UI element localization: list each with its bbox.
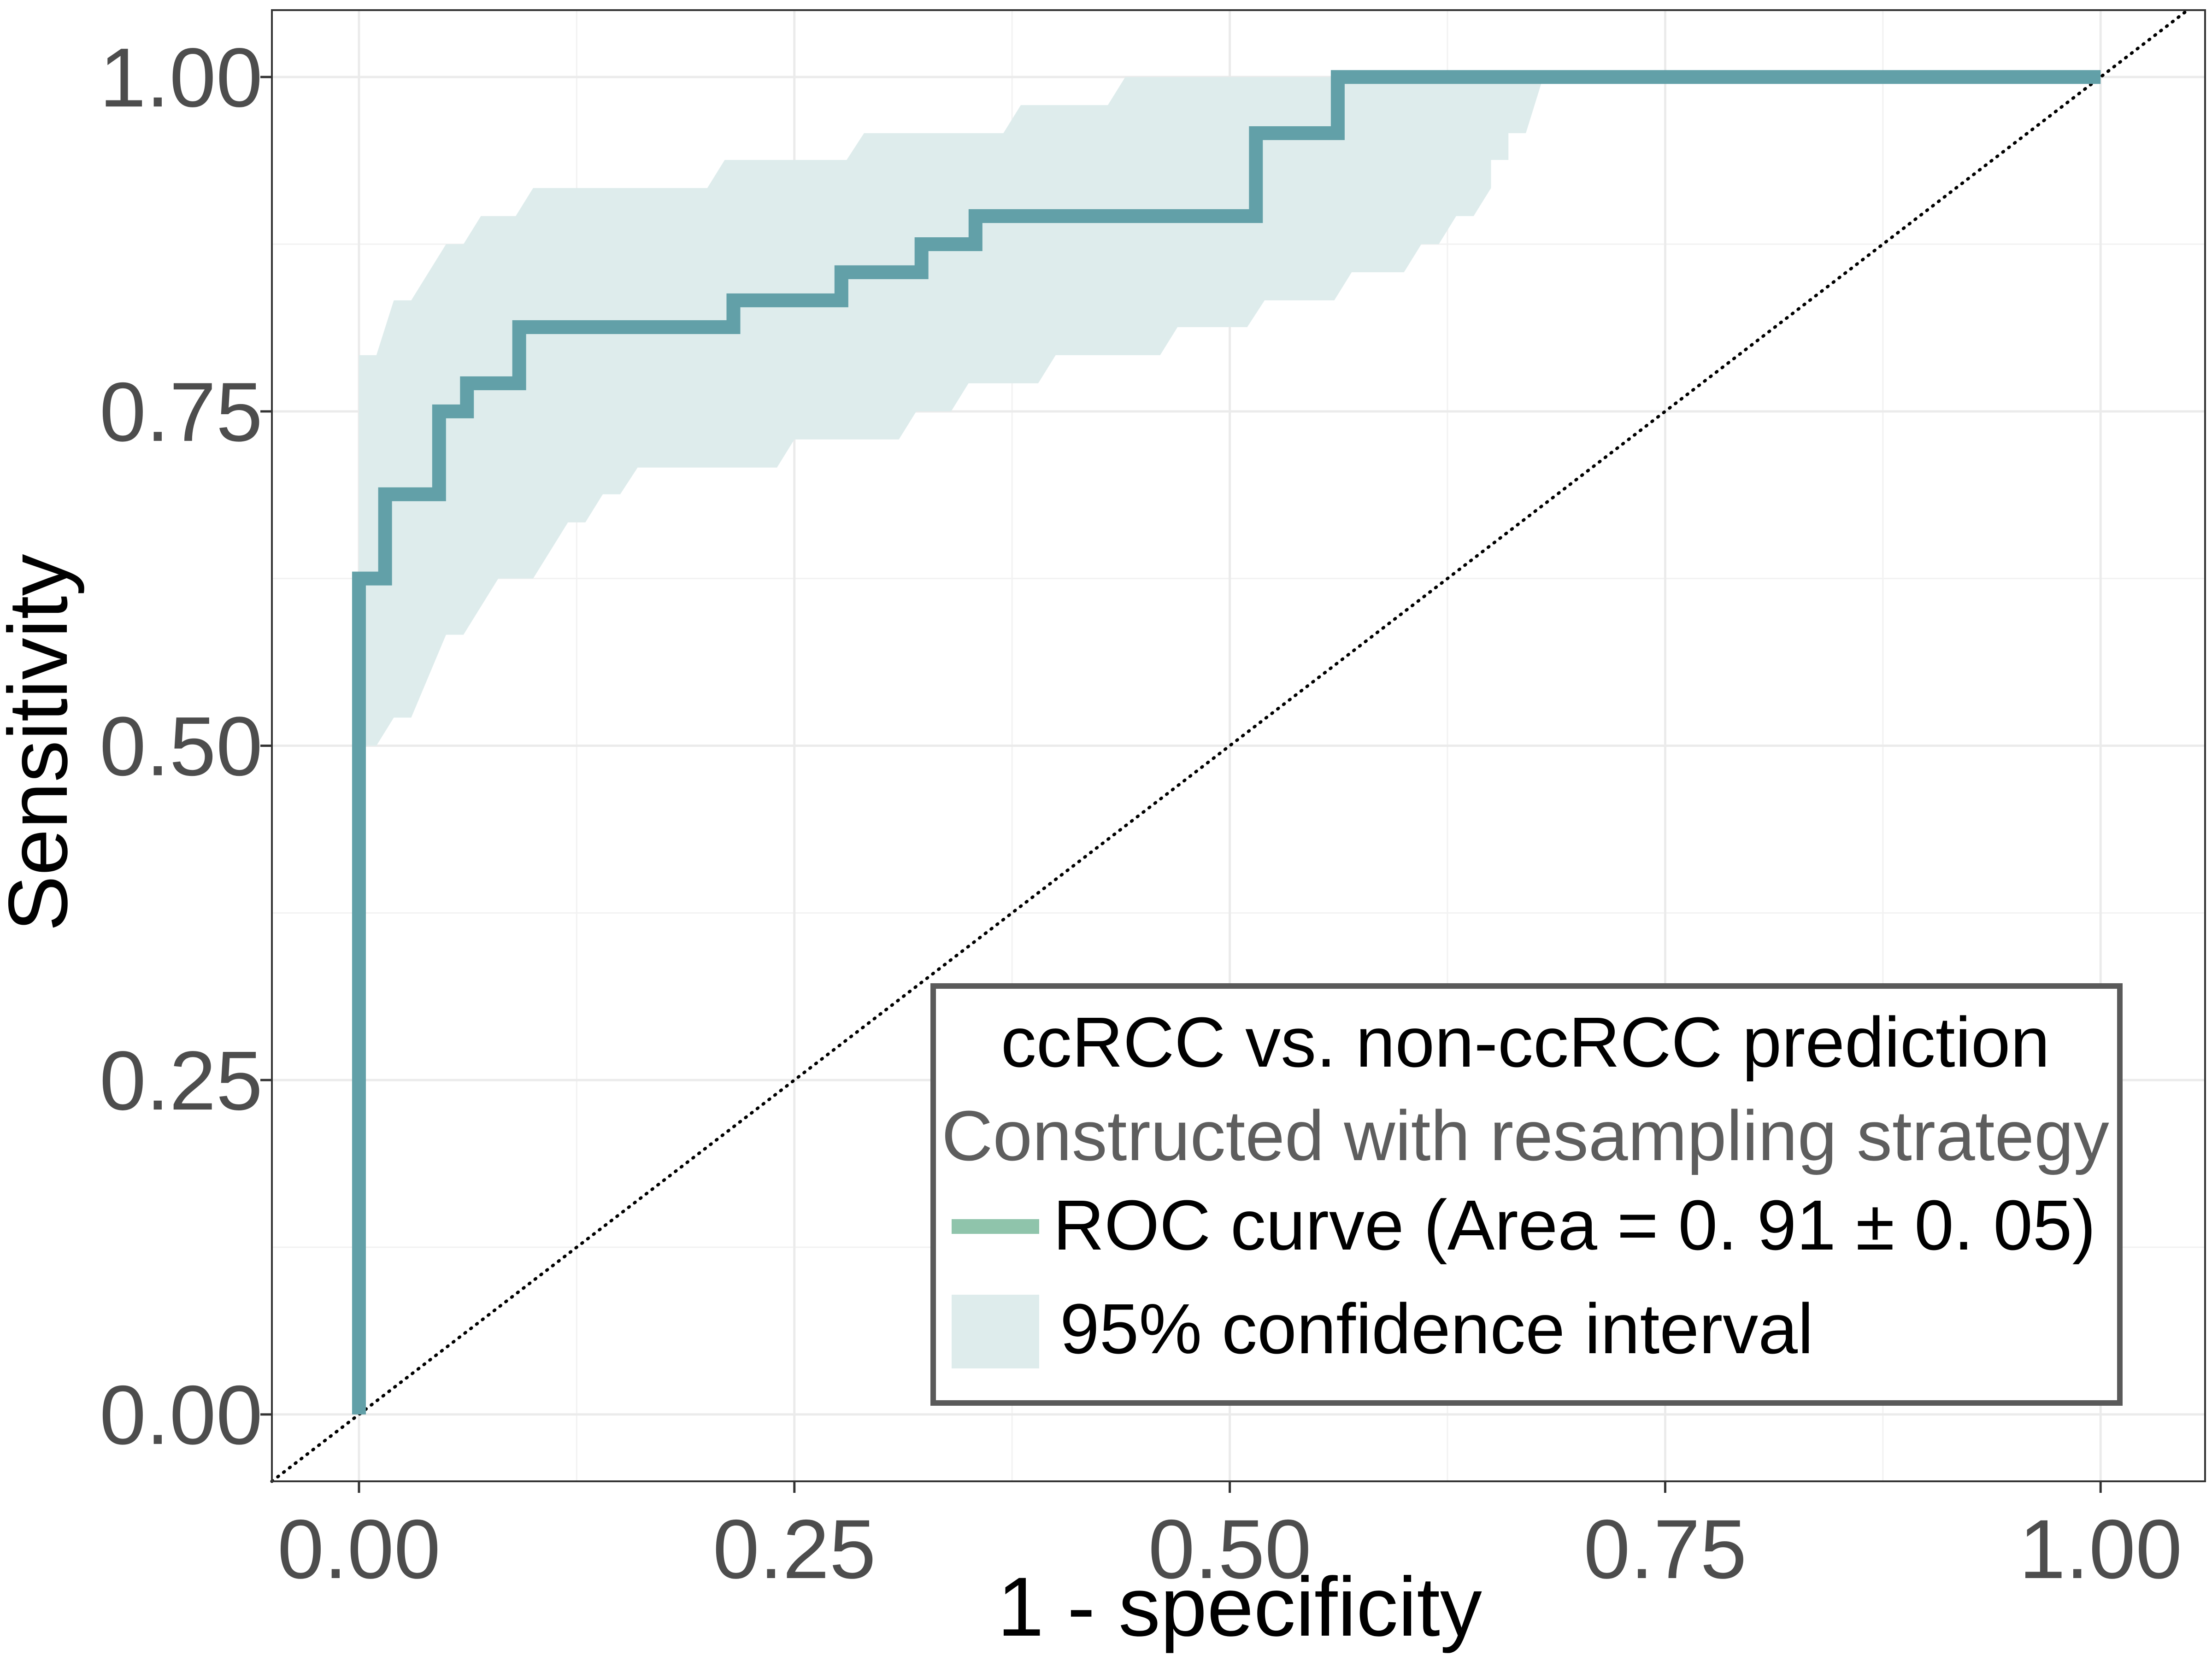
y-tick-label: 0.00: [100, 1368, 263, 1462]
roc-line-layer: [352, 70, 2101, 1414]
y-axis-title: Sensitivity: [0, 554, 85, 931]
x-tick-label: 1.00: [2019, 1502, 2182, 1596]
reference-line-layer: [270, 8, 2189, 1483]
y-tick-label: 0.25: [100, 1033, 263, 1127]
roc-curve-line: [352, 70, 2101, 1414]
y-tick-label: 1.00: [100, 30, 263, 124]
x-tick-label: 0.75: [1583, 1502, 1747, 1596]
x-axis-title: 1 - specificity: [997, 1560, 1482, 1654]
y-tick-label: 0.50: [100, 699, 263, 793]
confidence-band-layer: [359, 77, 1543, 746]
legend-subtitle: Constructed with resampling strategy: [941, 1096, 2109, 1175]
y-tick-label: 0.75: [100, 365, 263, 459]
legend-ci-fill-key: [952, 1295, 1039, 1368]
reference-diagonal: [270, 8, 2189, 1483]
x-tick-label: 0.00: [277, 1502, 441, 1596]
x-tick-label: 0.50: [1148, 1502, 1311, 1596]
legend: ccRCC vs. non-ccRCC prediction Construct…: [930, 983, 2123, 1406]
legend-roc-label: ROC curve (Area = 0. 91 ± 0. 05): [1053, 1186, 2096, 1265]
tick-layer: 0.00 0.25 0.50 0.75 1.00 0.00 0.25 0.50 0.75 1.00: [100, 30, 2183, 1596]
legend-ci-label: 95% confidence interval: [1060, 1289, 1813, 1368]
legend-box: [930, 983, 2123, 1406]
legend-title: ccRCC vs. non-ccRCC prediction: [1001, 1003, 2050, 1082]
confidence-band: [359, 77, 1543, 746]
x-tick-label: 0.25: [713, 1502, 876, 1596]
